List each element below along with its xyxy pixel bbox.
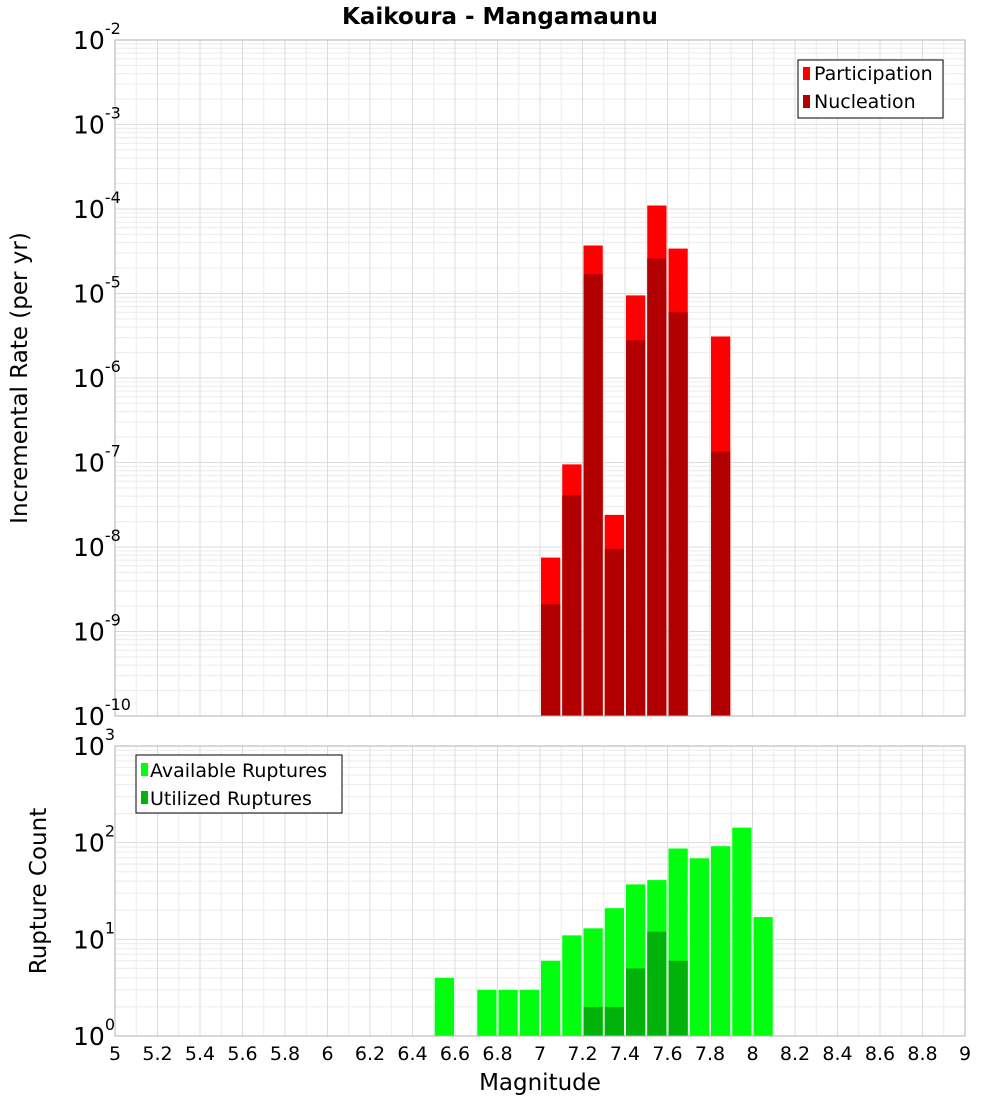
utilized-ruptures-legend-swatch	[141, 791, 148, 804]
available-ruptures-bar	[434, 977, 454, 1036]
utilized-ruptures-bar	[604, 1006, 624, 1036]
rate-y-tick-label: 10-8	[73, 526, 121, 562]
x-tick-label: 6.2	[355, 1043, 385, 1065]
x-tick-label: 8	[746, 1043, 758, 1065]
x-tick-label: 9	[959, 1043, 971, 1065]
nucleation-bar	[668, 312, 688, 716]
x-tick-label: 5.2	[142, 1043, 172, 1065]
count-bars	[434, 827, 773, 1036]
x-tick-label: 7	[534, 1043, 546, 1065]
nucleation-bar	[711, 451, 731, 716]
x-tick-label: 8.2	[780, 1043, 810, 1065]
available-ruptures-bar	[732, 827, 752, 1036]
available-ruptures-bar	[477, 989, 497, 1036]
count-y-tick-label: 102	[73, 822, 115, 858]
utilized-ruptures-bar	[583, 1006, 603, 1036]
x-tick-label: 6.6	[440, 1043, 470, 1065]
available-ruptures-bar	[498, 989, 518, 1036]
x-tick-label: 7.2	[567, 1043, 597, 1065]
available-ruptures-legend-swatch	[141, 763, 148, 776]
x-tick-label: 7.8	[695, 1043, 725, 1065]
x-tick-label: 6.8	[482, 1043, 512, 1065]
rate-y-tick-label: 10-9	[73, 611, 121, 647]
rate-y-tick-label: 10-7	[73, 442, 121, 478]
count-plot-frame	[114, 745, 966, 1037]
utilized-ruptures-legend-label: Utilized Ruptures	[150, 788, 312, 810]
x-tick-label: 7.6	[652, 1043, 682, 1065]
x-tick-labels: 5 5.2 5.4 5.6 5.8 6 6.2 6.4 6.6 6.8 7 7.2 7.4 7.6 7.8 8…	[109, 1043, 971, 1065]
available-ruptures-bar	[604, 908, 624, 1036]
x-tick-label: 6.4	[397, 1043, 427, 1065]
available-ruptures-bar	[689, 858, 709, 1036]
rate-plot-frame	[114, 39, 966, 717]
available-ruptures-legend-label: Available Ruptures	[150, 760, 327, 782]
count-y-tick-label: 101	[73, 918, 115, 954]
nucleation-legend-swatch	[803, 95, 810, 108]
available-ruptures-bar	[753, 917, 773, 1036]
rate-panel: 10-2 10-3 10-4 10-5 10-6 10-7 10-8 10-9 10-10 In…	[7, 19, 966, 731]
count-legend-box	[135, 754, 343, 814]
utilized-ruptures-bar	[668, 960, 688, 1036]
rate-y-axis-label: Incremental Rate (per yr)	[7, 232, 33, 524]
nucleation-legend-label: Nucleation	[814, 91, 916, 113]
x-tick-label: 5	[109, 1043, 121, 1065]
rate-legend-box	[797, 59, 944, 119]
x-axis-label: Magnitude	[479, 1070, 601, 1096]
x-tick-label: 6	[321, 1043, 333, 1065]
nucleation-bar	[647, 258, 667, 716]
x-tick-label: 5.8	[270, 1043, 300, 1065]
x-tick-label: 5.6	[227, 1043, 257, 1065]
rate-y-tick-label: 10-2	[73, 19, 121, 55]
available-ruptures-bar	[711, 846, 731, 1036]
available-ruptures-bar	[562, 935, 582, 1036]
available-ruptures-bar	[541, 960, 561, 1036]
nucleation-bar	[626, 340, 646, 716]
rate-legend: Participation Nucleation	[797, 59, 944, 119]
x-tick-label: 7.4	[610, 1043, 640, 1065]
rate-y-tick-label: 10-6	[73, 357, 121, 393]
rate-y-tick-label: 10-10	[73, 695, 131, 731]
x-tick-label: 5.4	[185, 1043, 215, 1065]
x-tick-label: 8.4	[822, 1043, 852, 1065]
participation-legend-label: Participation	[814, 63, 933, 85]
nucleation-bar	[562, 495, 582, 716]
nucleation-bar	[541, 604, 561, 716]
rate-y-tick-label: 10-3	[73, 104, 121, 140]
available-ruptures-bar	[519, 989, 539, 1036]
count-y-axis-label: Rupture Count	[26, 808, 52, 974]
chart-title: Kaikoura - Mangamaunu	[342, 4, 658, 30]
count-legend: Available Ruptures Utilized Ruptures	[135, 754, 343, 814]
rate-bars	[541, 205, 731, 717]
utilized-ruptures-bar	[647, 931, 667, 1036]
rate-grid	[114, 40, 966, 717]
x-tick-label: 8.6	[865, 1043, 895, 1065]
utilized-ruptures-bar	[626, 968, 646, 1036]
rate-y-tick-label: 10-5	[73, 273, 121, 309]
nucleation-bar	[583, 274, 603, 716]
x-tick-label: 8.8	[907, 1043, 937, 1065]
rate-y-tick-label: 10-4	[73, 188, 121, 224]
nucleation-bar	[604, 548, 624, 716]
participation-legend-swatch	[803, 67, 810, 80]
